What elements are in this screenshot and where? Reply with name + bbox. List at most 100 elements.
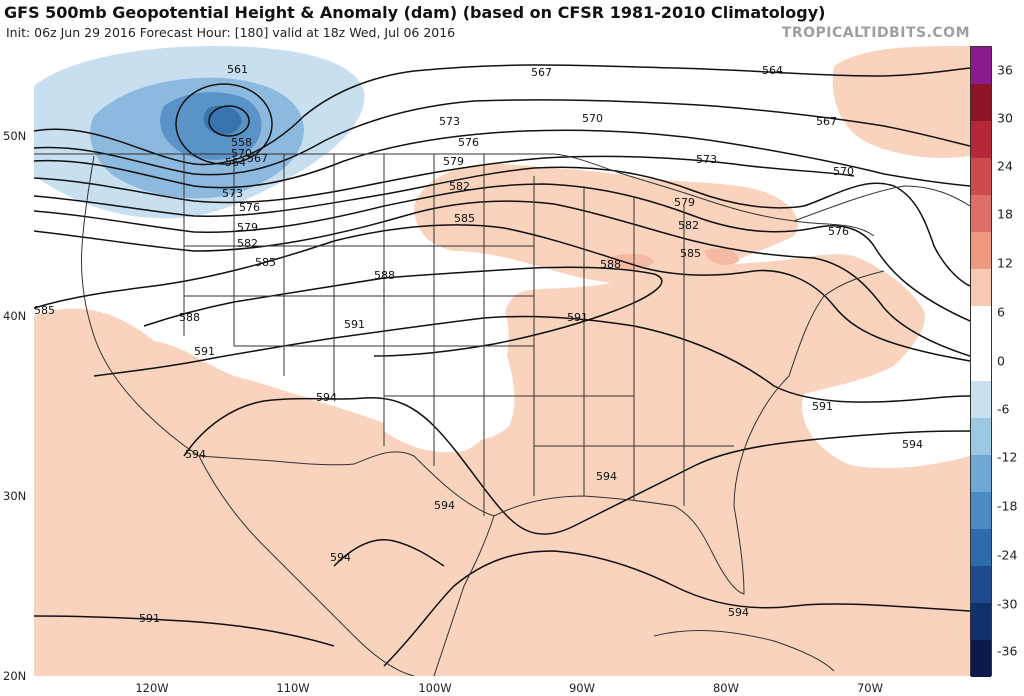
contour-564: [34, 64, 970, 166]
colorbar-segment: [971, 528, 991, 567]
contour-label: 591: [344, 318, 365, 331]
contour-label: 582: [237, 237, 258, 250]
colorbar-label: 24: [997, 158, 1013, 174]
contour-label: 591: [139, 612, 160, 625]
colorbar-segment: [971, 158, 991, 196]
contour-558: [208, 105, 250, 137]
colorbar-label: 12: [997, 255, 1013, 271]
contour-570: [34, 129, 970, 189]
canada-coast: [793, 185, 970, 222]
us-gulf-coast: [493, 270, 885, 595]
contour-label: 570: [582, 112, 603, 125]
contour-label: 561: [227, 63, 248, 76]
colorbar-label: -6: [997, 401, 1010, 417]
contour-label: 585: [255, 256, 276, 269]
contour-label: 594: [434, 499, 455, 512]
anomaly-colorbar: [970, 46, 992, 678]
lat-label-40n: 40N: [3, 309, 27, 323]
us-canada-border: [34, 153, 875, 237]
contour-label: 585: [34, 304, 55, 317]
colorbar-segment: [971, 380, 991, 419]
colorbar-segment: [971, 306, 991, 344]
contour-label: 579: [237, 221, 258, 234]
colorbar-label: -18: [997, 498, 1018, 514]
brand-watermark: TROPICALTIDBITS.COM: [781, 25, 970, 41]
colorbar-segment: [971, 47, 991, 85]
neutral-region-texas: [384, 384, 489, 453]
contour-label: 585: [680, 247, 701, 260]
colorbar-label: 18: [997, 206, 1013, 222]
contour-label: 594: [330, 551, 351, 564]
contour-label: 573: [222, 187, 243, 200]
colorbar-label: 0: [997, 353, 1005, 369]
us-west-coast: [81, 155, 200, 457]
contour-594-gulf: [333, 539, 445, 567]
contour-label: 564: [762, 64, 783, 77]
contour-label: 591: [567, 311, 588, 324]
mexico-coast: [198, 455, 495, 676]
colorbar-label: -24: [997, 547, 1018, 563]
contour-label: 594: [902, 438, 923, 451]
contour-561: [175, 83, 273, 165]
contour-label: 579: [674, 196, 695, 209]
colorbar-segment: [971, 84, 991, 122]
colorbar-segment: [971, 195, 991, 233]
contour-591-south: [34, 615, 335, 647]
contour-label: 585: [454, 212, 475, 225]
contour-594-west: [183, 397, 970, 535]
contour-582: [34, 200, 970, 357]
anomaly-region-lakes-warm: [604, 253, 654, 270]
colorbar-label: -30: [997, 596, 1018, 612]
contour-label: 573: [439, 115, 460, 128]
anomaly-region-lakes-warm-2: [704, 248, 739, 265]
colorbar-segment: [971, 343, 991, 382]
low-shading-core: [203, 105, 242, 135]
map-canvas: 561 558 564 567 570 573 576 579 582 585 …: [34, 46, 970, 676]
lat-label-30n: 30N: [3, 489, 27, 503]
map-panel: 561 558 564 567 570 573 576 579 582 585 …: [34, 46, 970, 676]
colorbar-segment: [971, 565, 991, 604]
contour-label: 594: [316, 391, 337, 404]
contour-591: [93, 315, 970, 403]
colorbar-label: -12: [997, 449, 1018, 465]
contour-label: 594: [596, 470, 617, 483]
anomaly-region-south: [34, 254, 970, 676]
contour-label: 576: [239, 201, 260, 214]
colorbar-segment: [971, 121, 991, 159]
colorbar-segment: [971, 454, 991, 493]
map-title: GFS 500mb Geopotential Height & Anomaly …: [4, 3, 826, 22]
anomaly-region-labrador: [832, 46, 970, 158]
map-subtitle: Init: 06z Jun 29 2016 Forecast Hour: [18…: [6, 25, 456, 40]
lon-label-80w: 80W: [712, 681, 740, 695]
cuba-coast: [653, 630, 835, 672]
colorbar-label: -36: [997, 643, 1018, 659]
contour-labels: 561 558 564 567 570 573 576 579 582 585 …: [34, 63, 923, 625]
contour-label: 579: [443, 155, 464, 168]
contour-label: 576: [458, 136, 479, 149]
lon-label-90w: 90W: [568, 681, 596, 695]
state-lines: [183, 154, 734, 516]
contour-567: [34, 99, 970, 176]
contour-label: 588: [374, 269, 395, 282]
contour-label: 558: [231, 136, 252, 149]
colorbar-label: 30: [997, 110, 1013, 126]
contour-label: 582: [449, 180, 470, 193]
contour-label: 591: [812, 400, 833, 413]
contour-label: 567: [531, 66, 552, 79]
colorbar-segment: [971, 639, 991, 678]
contour-label: 588: [600, 258, 621, 271]
lon-label-120w: 120W: [135, 681, 169, 695]
lon-label-70w: 70W: [856, 681, 884, 695]
contour-label: 591: [194, 345, 215, 358]
colorbar-segment: [971, 269, 991, 307]
contour-label: 588: [179, 311, 200, 324]
colorbar-label: 6: [997, 304, 1005, 320]
colorbar-segment: [971, 232, 991, 270]
contour-label: 576: [828, 225, 849, 238]
lon-label-100w: 100W: [418, 681, 452, 695]
us-mexico-border: [198, 451, 495, 517]
colorbar-segment: [971, 417, 991, 456]
lat-label-50n: 50N: [3, 129, 27, 143]
contour-label: 570: [231, 147, 252, 160]
neutral-region-plains: [224, 272, 509, 410]
